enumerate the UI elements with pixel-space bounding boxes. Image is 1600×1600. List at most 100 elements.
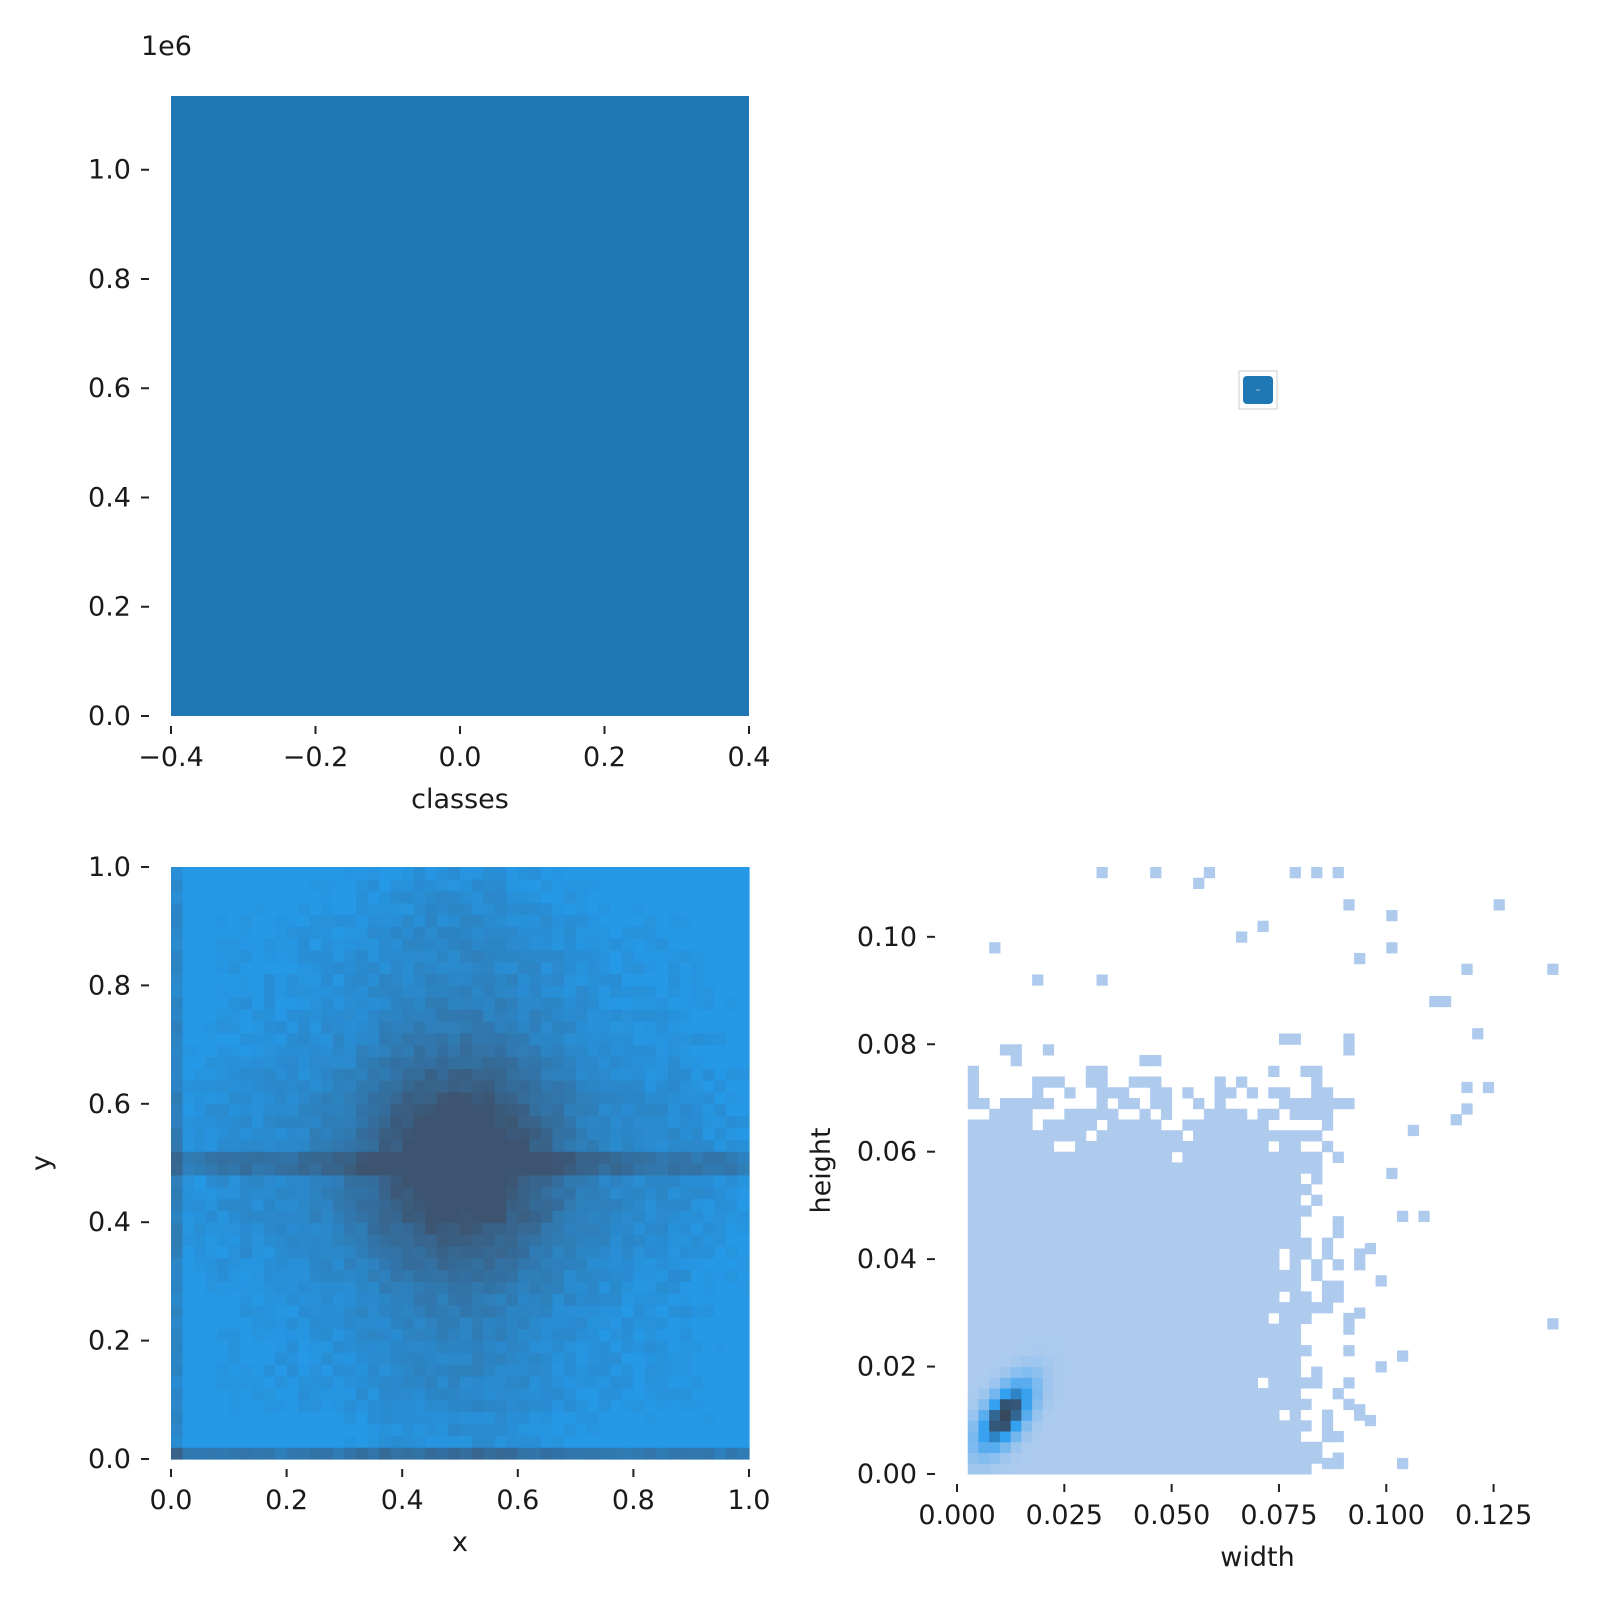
- xy-bin: [702, 1435, 715, 1448]
- xy-bin: [286, 1245, 299, 1259]
- wh-bin: [1300, 1183, 1312, 1196]
- xy-bin: [379, 961, 392, 975]
- xy-bin: [309, 1044, 322, 1058]
- xy-bin: [298, 1281, 311, 1294]
- xy-bin: [402, 1364, 415, 1377]
- xy-bin: [621, 1316, 634, 1330]
- xy-bin: [679, 938, 692, 951]
- xy-bin: [355, 1340, 369, 1354]
- xy-bin: [529, 890, 542, 904]
- xy-bin: [737, 1210, 750, 1223]
- wh-bin: [1321, 1140, 1334, 1153]
- xy-bin: [564, 1020, 577, 1034]
- xy-bin: [228, 1234, 241, 1247]
- xy-bin: [194, 1068, 207, 1081]
- xy-bin: [332, 1127, 345, 1140]
- xy-bin: [644, 1068, 658, 1081]
- wh-bin: [1236, 1216, 1248, 1228]
- xy-bin: [332, 902, 345, 915]
- xy-bin: [448, 1068, 461, 1081]
- wh-bin: [1321, 1108, 1334, 1120]
- wh-bin: [1214, 1388, 1226, 1400]
- wh-outlier-bin: [1332, 867, 1344, 879]
- wh-bin: [1182, 1388, 1194, 1400]
- xy-bin: [286, 1020, 299, 1034]
- xy-bin: [714, 1435, 727, 1448]
- wh-bin: [1150, 1302, 1162, 1314]
- wh-bin: [1032, 1291, 1044, 1303]
- xy-bin: [587, 938, 600, 951]
- xy-bin: [344, 914, 357, 927]
- xy-bin: [517, 1044, 530, 1058]
- xy-bin: [494, 1234, 507, 1247]
- xy-bin: [413, 1269, 426, 1282]
- wh-outlier-bin: [1493, 899, 1505, 911]
- xy-bin: [194, 1091, 207, 1105]
- xy-bin: [633, 1305, 646, 1318]
- wh-bin: [978, 1130, 990, 1142]
- wh-bin: [989, 1173, 1001, 1185]
- wh-outlier-bin: [1547, 963, 1559, 975]
- wh-bin: [1021, 1398, 1033, 1411]
- xy-bin: [321, 1032, 334, 1046]
- wh-bin: [1171, 1194, 1183, 1206]
- xy-bin: [529, 1056, 542, 1069]
- xy-bin: [309, 1387, 322, 1401]
- xy-bin: [621, 1293, 634, 1306]
- wh-bin: [1096, 1162, 1108, 1174]
- xy-bin: [402, 1174, 415, 1188]
- xy-bin: [702, 1103, 715, 1117]
- wh-bin: [1171, 1323, 1183, 1335]
- xy-bin: [298, 1103, 311, 1117]
- xy-bin: [379, 1328, 392, 1342]
- wh-bin: [1193, 1194, 1205, 1206]
- xy-bin: [263, 1399, 276, 1413]
- xy-bin: [564, 1115, 577, 1129]
- xy-bin: [714, 1234, 727, 1247]
- wh-bin: [978, 1269, 990, 1282]
- xy-bin: [598, 1234, 611, 1247]
- xy-bin: [529, 1151, 542, 1164]
- wh-bin: [1075, 1205, 1087, 1217]
- xy-bin: [182, 1068, 195, 1081]
- xy-bin: [714, 890, 727, 904]
- xy-bin: [402, 1091, 415, 1105]
- xy-bin: [298, 1091, 311, 1105]
- wh-bin: [1182, 1119, 1194, 1131]
- xy-bin: [633, 1163, 646, 1176]
- xy-bin: [598, 1340, 611, 1354]
- xy-bin: [471, 914, 484, 927]
- xy-bin: [540, 1281, 554, 1294]
- xy-bin: [217, 1115, 230, 1129]
- wh-x-tick-label: 0.075: [1240, 1500, 1317, 1531]
- xy-bin: [309, 1091, 322, 1105]
- xy-bin: [344, 1316, 357, 1330]
- xy-bin: [402, 890, 415, 904]
- wh-bin: [1236, 1130, 1248, 1142]
- xy-bin: [205, 1316, 218, 1330]
- xy-bin: [321, 1364, 334, 1377]
- xy-bin: [656, 1257, 669, 1271]
- xy-bin: [587, 1198, 600, 1211]
- wh-bin: [1053, 1323, 1065, 1335]
- wh-bin: [1214, 1248, 1226, 1260]
- xy-bin: [171, 1032, 184, 1046]
- xy-bin: [725, 1174, 739, 1188]
- xy-bin: [517, 1032, 530, 1046]
- xy-bin: [587, 1399, 600, 1413]
- xy-bin: [494, 1423, 507, 1436]
- wh-bin: [967, 1119, 979, 1131]
- xy-bin: [194, 1234, 207, 1247]
- xy-bin: [575, 1293, 588, 1306]
- xy-bin: [344, 867, 357, 880]
- xy-bin: [725, 1411, 739, 1425]
- wh-bin: [978, 1302, 990, 1314]
- xy-bin: [344, 961, 357, 975]
- wh-bin: [1075, 1323, 1087, 1335]
- xy-bin: [517, 1364, 530, 1377]
- xy-bin: [309, 1269, 322, 1282]
- xy-bin: [275, 1234, 288, 1247]
- xy-bin: [402, 1387, 415, 1401]
- xy-bin: [251, 1151, 265, 1164]
- xy-bin: [309, 938, 322, 951]
